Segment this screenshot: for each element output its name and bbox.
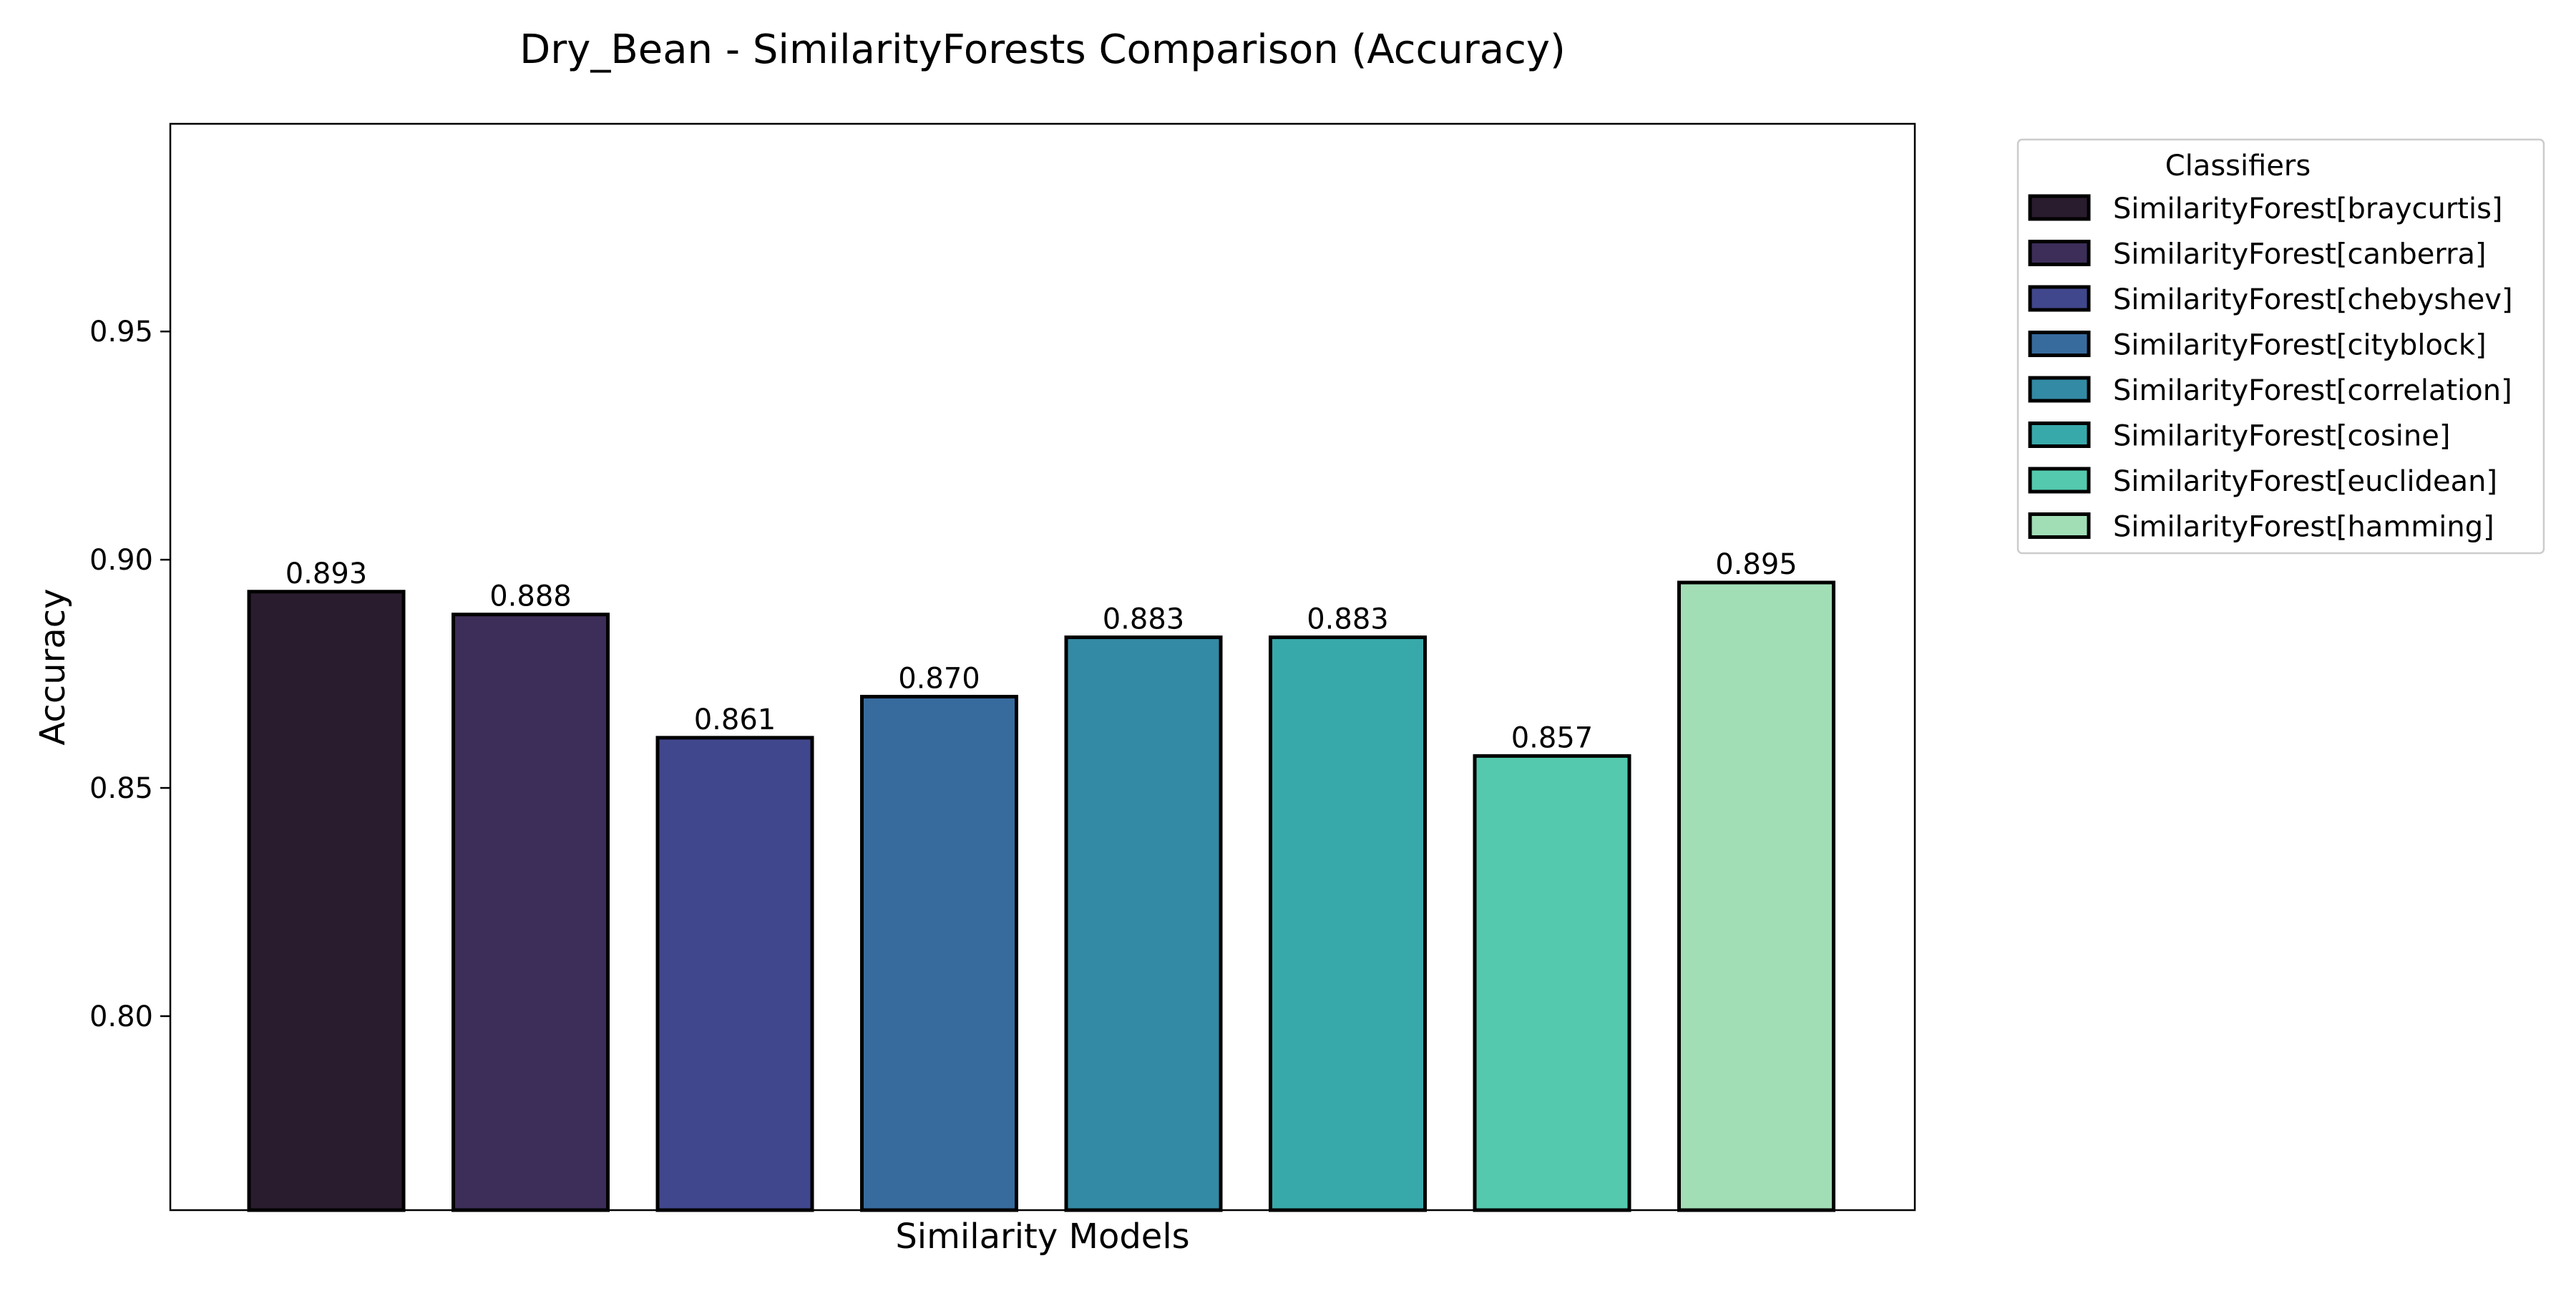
legend-swatch-5: [2028, 422, 2091, 448]
bar-value-label-0: 0.893: [286, 557, 368, 590]
legend-entry-label-5: SimilarityForest[cosine]: [2113, 420, 2450, 453]
bar-value-label-6: 0.857: [1511, 721, 1594, 754]
legend-entry-label-4: SimilarityForest[correlation]: [2113, 374, 2512, 407]
legend-entry-label-2: SimilarityForest[chebyshev]: [2113, 283, 2513, 316]
bar-5: [1269, 635, 1427, 1212]
bar-value-label-2: 0.861: [694, 703, 776, 736]
bar-1: [452, 613, 610, 1212]
bar-labels-layer: 0.893 0.888 0.861 0.870 0.883 0.883 0.857 0.895: [286, 548, 1797, 754]
chart-title: Dry_Bean - SimilarityForests Comparison …: [519, 26, 1566, 73]
legend-frame: [2016, 138, 2545, 555]
legend-swatch-7: [2028, 512, 2091, 539]
legend-swatch-0: [2028, 194, 2091, 221]
legend-entry-label-7: SimilarityForest[hamming]: [2113, 511, 2494, 544]
y-axis-label: Accuracy: [33, 588, 73, 745]
plot-area-frame: [169, 122, 1916, 1212]
legend: Classifiers SimilarityForest[braycurtis] S…: [2016, 138, 2545, 555]
y-tick-label-0: 0.80: [89, 1000, 153, 1033]
legend-entry-label-3: SimilarityForest[cityblock]: [2113, 329, 2487, 362]
legend-entry-label-6: SimilarityForest[euclidean]: [2113, 465, 2497, 498]
x-axis-label: Similarity Models: [895, 1217, 1189, 1257]
y-axis: 0.80 0.85 0.90 0.95: [89, 316, 170, 1033]
y-tick-label-1: 0.85: [89, 772, 153, 805]
bar-0: [247, 590, 406, 1212]
bar-value-label-7: 0.895: [1715, 548, 1797, 581]
bar-value-label-5: 0.883: [1307, 603, 1389, 636]
legend-swatch-2: [2028, 285, 2091, 312]
legend-swatch-6: [2028, 467, 2091, 494]
legend-swatch-4: [2028, 376, 2091, 403]
bars-layer: [247, 580, 1835, 1212]
y-tick-label-3: 0.95: [89, 316, 153, 349]
bar-value-label-4: 0.883: [1103, 603, 1185, 636]
legend-entry-label-0: SimilarityForest[braycurtis]: [2113, 193, 2503, 225]
bar-value-label-3: 0.870: [898, 662, 980, 695]
legend-entry-label-1: SimilarityForest[canberra]: [2113, 238, 2487, 271]
bar-7: [1677, 580, 1835, 1212]
legend-swatch-1: [2028, 240, 2091, 266]
y-tick-label-2: 0.90: [89, 544, 153, 577]
bar-3: [860, 694, 1018, 1212]
bar-4: [1064, 635, 1223, 1212]
bar-6: [1473, 754, 1631, 1212]
legend-title: Classifiers: [2165, 150, 2311, 182]
bar-value-label-1: 0.888: [489, 580, 572, 613]
bar-2: [655, 736, 814, 1212]
legend-swatch-3: [2028, 331, 2091, 357]
